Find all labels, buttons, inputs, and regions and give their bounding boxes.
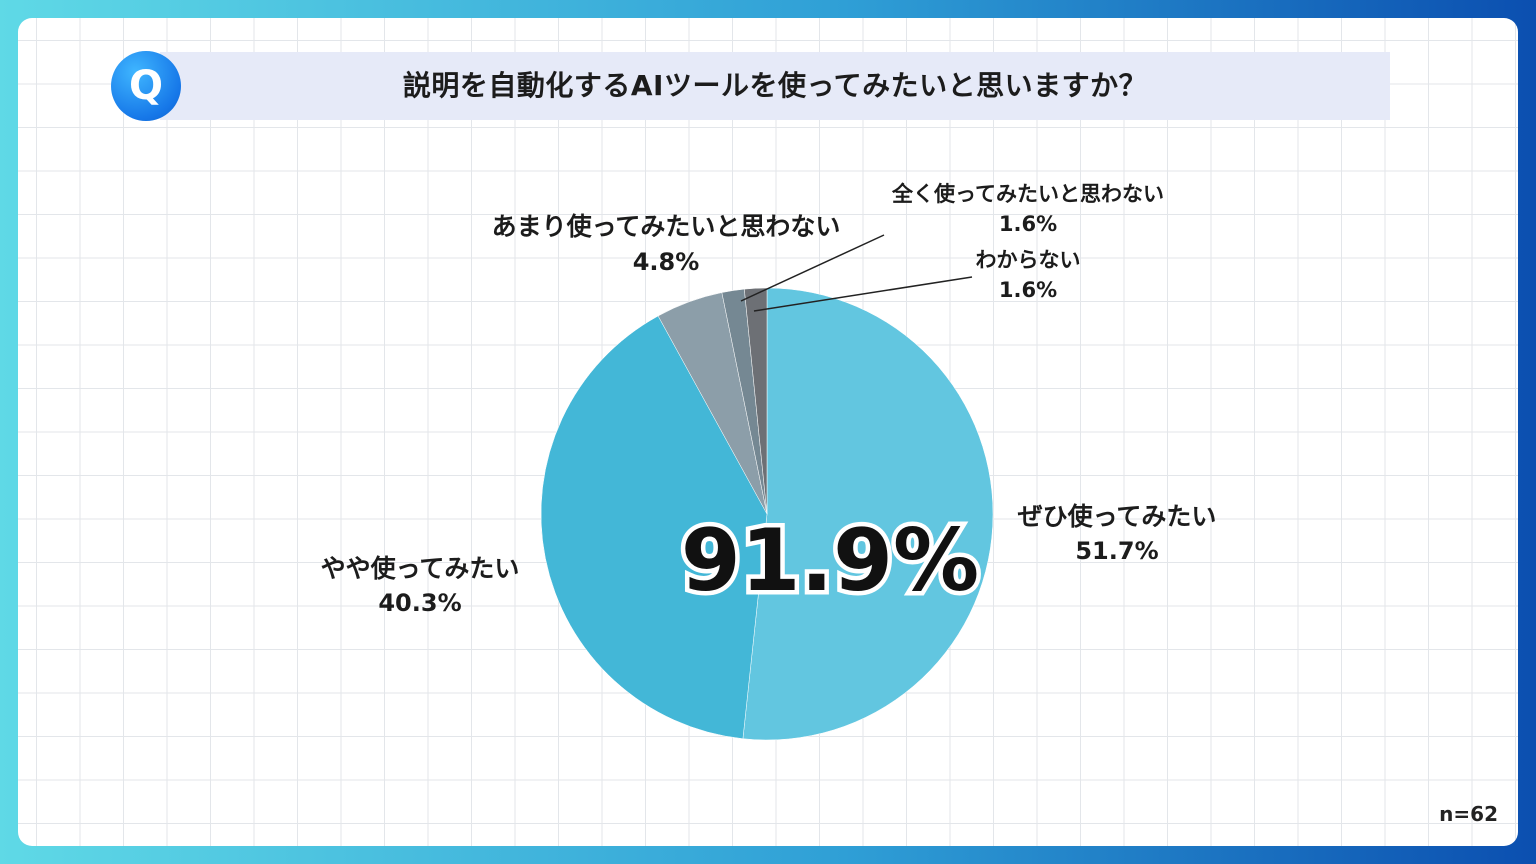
question-badge: Q	[111, 51, 181, 121]
pie-slice-1	[540, 315, 768, 739]
slice-value-4: 1.6%	[999, 278, 1057, 302]
slice-label-0: ぜひ使ってみたい	[1018, 502, 1217, 531]
leader-line-2	[753, 276, 973, 312]
slice-label-2: あまり使ってみたいと思わない	[492, 212, 841, 241]
pie-slices	[540, 287, 994, 741]
slice-value-2: 4.8%	[633, 248, 700, 276]
pie-slice-4	[744, 287, 768, 515]
slice-value-1: 40.3%	[378, 589, 461, 617]
slice-label-4: わからない	[976, 248, 1081, 272]
chart-title: 説明を自動化するAIツールを使ってみたいと思いますか？	[402, 69, 1148, 102]
slice-value-0: 51.7%	[1075, 537, 1158, 565]
slice-label-1: やや使ってみたい	[321, 554, 520, 583]
highlight-value: 91.9%	[681, 511, 979, 611]
slice-labels: ぜひ使ってみたい 51.7% やや使ってみたい 40.3% あまり使ってみたいと…	[321, 182, 1217, 617]
slice-value-3: 1.6%	[999, 212, 1057, 236]
title-bar	[160, 52, 1390, 120]
leader-lines	[740, 234, 973, 312]
sample-size: n=62	[1439, 802, 1498, 826]
slice-label-3: 全く使ってみたいと思わない	[891, 182, 1164, 206]
pie-slice-0	[742, 287, 994, 741]
leader-line-1	[740, 234, 885, 302]
